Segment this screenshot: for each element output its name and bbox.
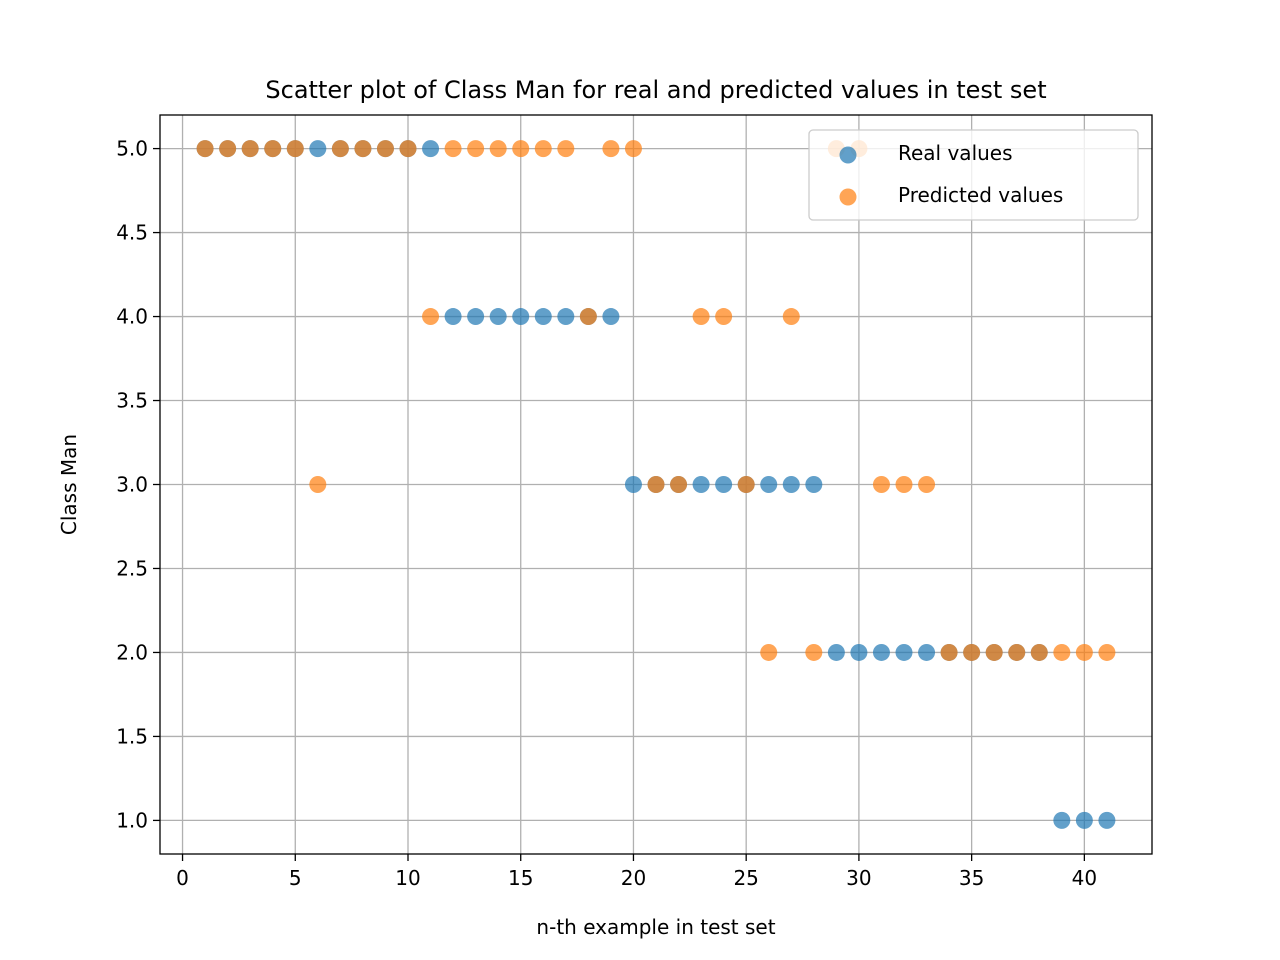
predicted-value-point [534, 140, 552, 158]
y-tick-label: 2.5 [116, 556, 148, 580]
real-value-point [422, 140, 440, 158]
legend-label-real: Real values [898, 141, 1013, 165]
predicted-value-point [1030, 643, 1048, 661]
predicted-value-point [872, 476, 890, 493]
predicted-value-point [1008, 643, 1026, 661]
predicted-value-point [557, 140, 575, 158]
predicted-value-point [309, 476, 327, 493]
y-tick-label: 4.5 [116, 221, 148, 245]
predicted-value-point [737, 476, 755, 493]
real-value-point [895, 643, 913, 661]
predicted-value-point [489, 140, 507, 158]
legend-box [808, 129, 1139, 221]
y-tick-label: 4.0 [116, 305, 148, 329]
real-value-point [309, 140, 327, 158]
x-tick-label: 10 [395, 866, 420, 890]
x-tick-label: 30 [846, 866, 871, 890]
predicted-value-point [422, 308, 440, 326]
predicted-value-point [895, 476, 913, 493]
real-value-point [602, 308, 620, 326]
predicted-value-point [715, 308, 733, 326]
predicted-value-point [760, 643, 778, 661]
x-tick-label: 40 [1072, 866, 1097, 890]
y-tick-label: 5.0 [116, 137, 148, 161]
predicted-value-point [444, 140, 462, 158]
x-tick-label: 5 [289, 866, 302, 890]
predicted-value-point [1075, 643, 1093, 661]
y-axis-label: Class Man [57, 434, 81, 535]
x-axis-label: n-th example in test set [536, 915, 775, 939]
predicted-value-point [963, 643, 981, 661]
predicted-value-point [940, 643, 958, 661]
predicted-value-point [647, 476, 665, 493]
real-value-point [624, 476, 642, 493]
real-value-point [805, 476, 823, 493]
predicted-value-point [376, 140, 394, 158]
y-tick-label: 1.5 [116, 724, 148, 748]
predicted-value-point [782, 308, 800, 326]
predicted-value-point [1098, 643, 1116, 661]
predicted-value-point [602, 140, 620, 158]
real-value-point [489, 308, 507, 326]
real-value-point [782, 476, 800, 493]
predicted-value-point [331, 140, 349, 158]
predicted-value-point [692, 308, 710, 326]
real-value-point [872, 643, 890, 661]
x-tick-label: 35 [959, 866, 984, 890]
axis-ticks: 0 5 10 15 20 25 30 35 40 1.0 1.5 2.0 2.5 3.0 3.5 4.0 4.5… [116, 137, 1097, 890]
x-tick-label: 0 [176, 866, 189, 890]
predicted-value-point [467, 140, 485, 158]
real-value-point [1053, 811, 1071, 829]
x-tick-label: 20 [621, 866, 646, 890]
legend-marker-predicted [839, 188, 857, 206]
real-value-point [557, 308, 575, 326]
y-tick-label: 3.5 [116, 389, 148, 413]
predicted-value-point [1053, 643, 1071, 661]
real-value-point [692, 476, 710, 493]
predicted-value-point [219, 140, 237, 158]
predicted-value-point [624, 140, 642, 158]
legend: Real values Predicted values [808, 129, 1139, 221]
real-value-point [827, 643, 845, 661]
predicted-value-point [241, 140, 259, 158]
predicted-value-point [670, 476, 688, 493]
real-value-point [1075, 811, 1093, 829]
chart-title: Scatter plot of Class Man for real and p… [265, 76, 1046, 104]
y-tick-label: 1.0 [116, 808, 148, 832]
real-value-point [918, 643, 936, 661]
predicted-value-point [985, 643, 1003, 661]
predicted-value-point [399, 140, 417, 158]
real-value-point [467, 308, 485, 326]
predicted-value-point [512, 140, 530, 158]
y-tick-label: 3.0 [116, 473, 148, 497]
predicted-value-point [264, 140, 282, 158]
x-tick-label: 25 [733, 866, 758, 890]
predicted-value-point [196, 140, 214, 158]
real-value-point [1098, 811, 1116, 829]
real-value-point [760, 476, 778, 493]
predicted-value-point [354, 140, 372, 158]
predicted-value-point [805, 643, 823, 661]
real-value-point [444, 308, 462, 326]
legend-marker-real [839, 146, 857, 164]
y-tick-label: 2.0 [116, 640, 148, 664]
legend-label-predicted: Predicted values [898, 183, 1063, 207]
real-value-point [512, 308, 530, 326]
real-value-point [850, 643, 868, 661]
real-value-point [534, 308, 552, 326]
real-value-point [715, 476, 733, 493]
predicted-value-point [579, 308, 597, 326]
predicted-value-point [286, 140, 304, 158]
predicted-value-point [918, 476, 936, 493]
x-tick-label: 15 [508, 866, 533, 890]
